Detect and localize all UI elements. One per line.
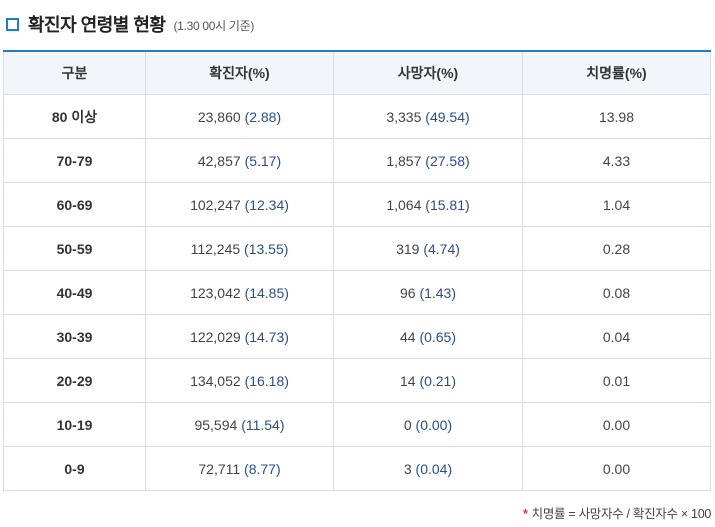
cases-cell: 123,042 (14.85) bbox=[145, 270, 334, 315]
deaths-cell: 96 (1.43) bbox=[333, 270, 523, 315]
deaths-value: 96 bbox=[399, 284, 416, 301]
fatality-rate-cell: 1.04 bbox=[522, 182, 711, 227]
deaths-cell: 3,335 (49.54) bbox=[333, 94, 523, 139]
age-group-cell: 70-79 bbox=[3, 138, 146, 183]
cases-cell: 122,029 (14.73) bbox=[145, 314, 334, 359]
column-header-fatality: 치명률(%) bbox=[522, 50, 711, 95]
table-row: 80 이상 23,860 (2.88) 3,335 (49.54) 13.98 bbox=[3, 94, 711, 139]
deaths-cell: 44 (0.65) bbox=[333, 314, 523, 359]
deaths-value: 319 bbox=[396, 240, 420, 257]
table-header-row: 구분 확진자(%) 사망자(%) 치명률(%) bbox=[3, 50, 711, 95]
footnote-star: * bbox=[523, 507, 528, 521]
section-title: 확진자 연령별 현황 bbox=[28, 15, 166, 35]
table-row: 30-39 122,029 (14.73) 44 (0.65) 0.04 bbox=[3, 314, 711, 359]
age-group-cell: 20-29 bbox=[3, 358, 146, 403]
deaths-value: 3,335 bbox=[386, 108, 422, 125]
deaths-cell: 1,064 (15.81) bbox=[333, 182, 523, 227]
fatality-rate-cell: 0.28 bbox=[522, 226, 711, 271]
cases-value: 72,711 bbox=[198, 460, 241, 477]
table-body: 80 이상 23,860 (2.88) 3,335 (49.54) 13.98 70-7… bbox=[3, 94, 711, 491]
footnote-text: 치명률 = 사망자수 / 확진자수 × 100 bbox=[531, 507, 712, 521]
deaths-percent: (49.54) bbox=[425, 108, 470, 125]
cases-cell: 112,245 (13.55) bbox=[145, 226, 334, 271]
cases-cell: 102,247 (12.34) bbox=[145, 182, 334, 227]
table-row: 0-9 72,711 (8.77) 3 (0.04) 0.00 bbox=[3, 446, 711, 491]
cases-value: 122,029 bbox=[190, 328, 241, 345]
fatality-rate-cell: 0.00 bbox=[522, 446, 711, 491]
deaths-percent: (15.81) bbox=[425, 196, 470, 213]
deaths-percent: (27.58) bbox=[425, 152, 470, 169]
square-bullet-icon bbox=[6, 17, 19, 31]
deaths-value: 14 bbox=[399, 372, 416, 389]
deaths-value: 3 bbox=[403, 460, 412, 477]
cases-percent: (11.54) bbox=[241, 416, 285, 433]
cases-percent: (5.17) bbox=[244, 152, 282, 169]
cases-cell: 134,052 (16.18) bbox=[145, 358, 334, 403]
age-status-table: 구분 확진자(%) 사망자(%) 치명률(%) 80 이상 23,860 (2.8… bbox=[3, 50, 711, 491]
cases-value: 42,857 bbox=[197, 152, 241, 169]
deaths-cell: 3 (0.04) bbox=[333, 446, 523, 491]
reference-time-note: (1.30 00시 기준) bbox=[173, 19, 255, 33]
deaths-cell: 14 (0.21) bbox=[333, 358, 523, 403]
cases-cell: 72,711 (8.77) bbox=[145, 446, 334, 491]
cases-value: 23,860 bbox=[197, 108, 241, 125]
section-header: 확진자 연령별 현황 (1.30 00시 기준) bbox=[6, 10, 254, 38]
table-row: 60-69 102,247 (12.34) 1,064 (15.81) 1.04 bbox=[3, 182, 711, 227]
cases-value: 95,594 bbox=[194, 416, 238, 433]
deaths-value: 1,857 bbox=[386, 152, 422, 169]
fatality-rate-cell: 13.98 bbox=[522, 94, 711, 139]
deaths-cell: 319 (4.74) bbox=[333, 226, 523, 271]
deaths-value: 44 bbox=[399, 328, 416, 345]
column-header-deaths: 사망자(%) bbox=[333, 50, 523, 95]
fatality-rate-cell: 4.33 bbox=[522, 138, 711, 183]
age-group-cell: 30-39 bbox=[3, 314, 146, 359]
age-group-cell: 50-59 bbox=[3, 226, 146, 271]
deaths-percent: (0.65) bbox=[419, 328, 457, 345]
table-row: 10-19 95,594 (11.54) 0 (0.00) 0.00 bbox=[3, 402, 711, 447]
deaths-cell: 1,857 (27.58) bbox=[333, 138, 523, 183]
deaths-percent: (0.00) bbox=[415, 416, 453, 433]
cases-value: 123,042 bbox=[190, 284, 241, 301]
cases-cell: 42,857 (5.17) bbox=[145, 138, 334, 183]
cases-percent: (13.55) bbox=[244, 240, 289, 257]
age-group-cell: 40-49 bbox=[3, 270, 146, 315]
fatality-rate-cell: 0.00 bbox=[522, 402, 711, 447]
footnote: * 치명률 = 사망자수 / 확진자수 × 100 bbox=[523, 503, 711, 522]
column-header-cases: 확진자(%) bbox=[145, 50, 334, 95]
table-row: 20-29 134,052 (16.18) 14 (0.21) 0.01 bbox=[3, 358, 711, 403]
age-group-cell: 10-19 bbox=[3, 402, 146, 447]
cases-percent: (8.77) bbox=[244, 460, 281, 477]
deaths-percent: (0.04) bbox=[415, 460, 453, 477]
deaths-percent: (0.21) bbox=[419, 372, 457, 389]
cases-cell: 95,594 (11.54) bbox=[145, 402, 334, 447]
cases-value: 134,052 bbox=[190, 372, 241, 389]
table-row: 40-49 123,042 (14.85) 96 (1.43) 0.08 bbox=[3, 270, 711, 315]
cases-percent: (16.18) bbox=[244, 372, 289, 389]
cases-percent: (14.85) bbox=[244, 284, 289, 301]
age-group-cell: 0-9 bbox=[3, 446, 146, 491]
deaths-percent: (4.74) bbox=[423, 240, 460, 257]
age-group-cell: 80 이상 bbox=[3, 94, 146, 139]
deaths-value: 1,064 bbox=[386, 196, 422, 213]
table-row: 50-59 112,245 (13.55) 319 (4.74) 0.28 bbox=[3, 226, 711, 271]
fatality-rate-cell: 0.04 bbox=[522, 314, 711, 359]
cases-percent: (2.88) bbox=[244, 108, 282, 125]
age-group-cell: 60-69 bbox=[3, 182, 146, 227]
column-header-category: 구분 bbox=[3, 50, 146, 95]
deaths-percent: (1.43) bbox=[419, 284, 457, 301]
deaths-cell: 0 (0.00) bbox=[333, 402, 523, 447]
deaths-value: 0 bbox=[403, 416, 412, 433]
fatality-rate-cell: 0.01 bbox=[522, 358, 711, 403]
cases-cell: 23,860 (2.88) bbox=[145, 94, 334, 139]
cases-percent: (12.34) bbox=[244, 196, 289, 213]
cases-value: 112,245 bbox=[190, 240, 241, 257]
cases-percent: (14.73) bbox=[244, 328, 289, 345]
table-row: 70-79 42,857 (5.17) 1,857 (27.58) 4.33 bbox=[3, 138, 711, 183]
fatality-rate-cell: 0.08 bbox=[522, 270, 711, 315]
cases-value: 102,247 bbox=[190, 196, 241, 213]
